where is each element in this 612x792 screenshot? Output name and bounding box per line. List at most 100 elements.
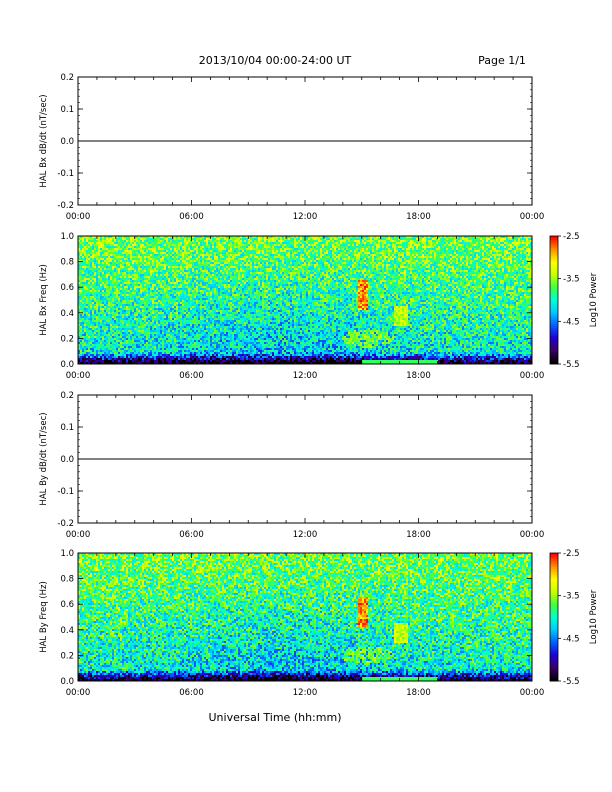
- spectrogram-cell: [446, 272, 448, 274]
- spectrogram-cell: [138, 276, 140, 278]
- spectrogram-cell: [470, 268, 472, 270]
- spectrogram-cell: [190, 258, 192, 260]
- spectrogram-cell: [252, 246, 254, 248]
- spectrogram-cell: [96, 272, 98, 274]
- spectrogram-cell: [190, 246, 192, 248]
- spectrogram-cell: [442, 246, 444, 248]
- spectrogram-cell: [308, 272, 310, 274]
- spectrogram-cell: [390, 268, 392, 270]
- spectrogram-cell: [526, 262, 528, 264]
- spectrogram-cell: [142, 256, 144, 258]
- spectrogram-cell: [434, 268, 436, 270]
- spectrogram-cell: [362, 276, 364, 278]
- spectrogram-cell: [212, 240, 214, 242]
- spectrogram-cell: [124, 266, 126, 268]
- spectrogram-cell: [506, 248, 508, 250]
- spectrogram-cell: [206, 246, 208, 248]
- spectrogram-cell: [170, 246, 172, 248]
- spectrogram-cell: [272, 258, 274, 260]
- spectrogram-cell: [490, 238, 492, 240]
- spectrogram-cell: [446, 254, 448, 256]
- spectrogram-cell: [190, 264, 192, 266]
- spectrogram-cell: [266, 264, 268, 266]
- spectrogram-cell: [248, 278, 250, 280]
- spectrogram-cell: [196, 264, 198, 266]
- spectrogram-cell: [214, 262, 216, 264]
- spectrogram-cell: [202, 242, 204, 244]
- spectrogram-cell: [390, 274, 392, 276]
- spectrogram-cell: [478, 242, 480, 244]
- spectrogram-cell: [182, 272, 184, 274]
- spectrogram-cell: [518, 240, 520, 242]
- spectrogram-cell: [112, 264, 114, 266]
- spectrogram-cell: [146, 274, 148, 276]
- spectrogram-cell: [290, 238, 292, 240]
- spectrogram-cell: [302, 270, 304, 272]
- spectrogram-cell: [350, 262, 352, 264]
- spectrogram-cell: [240, 262, 242, 264]
- spectrogram-cell: [96, 260, 98, 262]
- spectrogram-cell: [344, 276, 346, 278]
- spectrogram-cell: [138, 278, 140, 280]
- spectrogram-cell: [380, 268, 382, 270]
- spectrogram-cell: [300, 266, 302, 268]
- spectrogram-cell: [142, 258, 144, 260]
- spectrogram-cell: [174, 240, 176, 242]
- spectrogram-cell: [130, 256, 132, 258]
- spectrogram-cell: [232, 258, 234, 260]
- spectrogram-cell: [434, 244, 436, 246]
- spectrogram-cell: [350, 260, 352, 262]
- spectrogram-cell: [392, 244, 394, 246]
- spectrogram-cell: [418, 250, 420, 252]
- spectrogram-cell: [402, 240, 404, 242]
- spectrogram-cell: [506, 258, 508, 260]
- spectrogram-cell: [304, 250, 306, 252]
- spectrogram-cell: [254, 278, 256, 280]
- spectrogram-cell: [468, 242, 470, 244]
- spectrogram-cell: [350, 246, 352, 248]
- spectrogram-cell: [298, 258, 300, 260]
- spectrogram-cell: [148, 240, 150, 242]
- spectrogram-cell: [282, 250, 284, 252]
- spectrogram-cell: [214, 250, 216, 252]
- spectrogram-cell: [508, 276, 510, 278]
- spectrogram-cell: [368, 264, 370, 266]
- spectrogram-cell: [148, 274, 150, 276]
- spectrogram-cell: [120, 242, 122, 244]
- spectrogram-cell: [90, 266, 92, 268]
- spectrogram-cell: [410, 238, 412, 240]
- spectrogram-cell: [412, 238, 414, 240]
- spectrogram-cell: [90, 272, 92, 274]
- spectrogram-cell: [484, 248, 486, 250]
- spectrogram-cell: [86, 268, 88, 270]
- spectrogram-cell: [428, 240, 430, 242]
- spectrogram-cell: [402, 266, 404, 268]
- spectrogram-cell: [306, 262, 308, 264]
- spectrogram-cell: [372, 272, 374, 274]
- spectrogram-cell: [502, 242, 504, 244]
- spectrogram-cell: [378, 266, 380, 268]
- spectrogram-cell: [396, 240, 398, 242]
- spectrogram-cell: [240, 242, 242, 244]
- spectrogram-cell: [288, 242, 290, 244]
- spectrogram-cell: [88, 262, 90, 264]
- spectrogram-cell: [296, 258, 298, 260]
- spectrogram-cell: [134, 246, 136, 248]
- spectrogram-cell: [126, 278, 128, 280]
- spectrogram-cell: [132, 246, 134, 248]
- spectrogram-cell: [186, 254, 188, 256]
- spectrogram-cell: [194, 268, 196, 270]
- spectrogram-cell: [488, 262, 490, 264]
- spectrogram-cell: [198, 242, 200, 244]
- spectrogram-cell: [492, 262, 494, 264]
- spectrogram-cell: [218, 248, 220, 250]
- spectrogram-cell: [240, 254, 242, 256]
- spectrogram-cell: [160, 266, 162, 268]
- spectrogram-cell: [502, 274, 504, 276]
- spectrogram-cell: [162, 256, 164, 258]
- spectrogram-cell: [282, 272, 284, 274]
- spectrogram-cell: [310, 256, 312, 258]
- spectrogram-cell: [338, 248, 340, 250]
- spectrogram-cell: [360, 248, 362, 250]
- spectrogram-cell: [392, 272, 394, 274]
